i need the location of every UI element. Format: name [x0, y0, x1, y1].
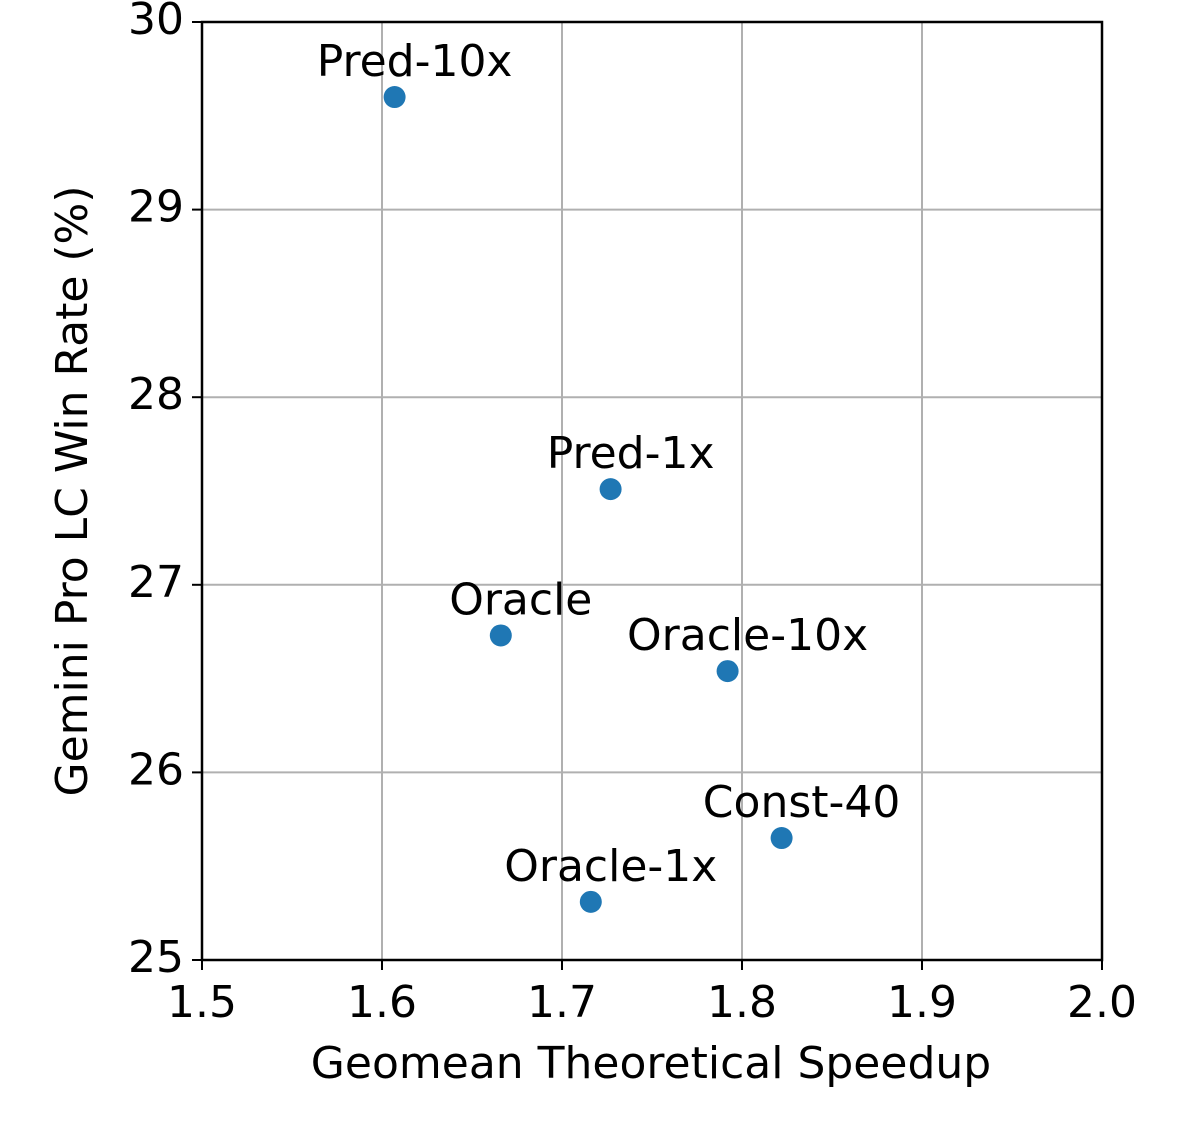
- y-tick-label: 28: [128, 369, 184, 420]
- point: [770, 827, 793, 850]
- point-label: Oracle-1x: [504, 841, 717, 892]
- x-axis-label: Geomean Theoretical Speedup: [311, 1038, 991, 1089]
- y-tick-label: 26: [128, 744, 184, 795]
- point-label: Pred-1x: [547, 428, 715, 479]
- x-tick-label: 1.7: [527, 977, 597, 1028]
- point-label: Oracle: [449, 574, 592, 625]
- y-tick-label: 29: [128, 182, 184, 233]
- y-tick-label: 27: [128, 557, 184, 608]
- point: [599, 478, 622, 501]
- x-tick-label: 1.8: [707, 977, 777, 1028]
- y-axis-label: Gemini Pro LC Win Rate (%): [47, 185, 98, 796]
- y-tick-label: 30: [128, 0, 184, 45]
- x-tick-label: 1.6: [347, 977, 417, 1028]
- point-label: Pred-10x: [317, 36, 513, 87]
- point: [716, 660, 739, 683]
- x-tick-label: 1.5: [167, 977, 237, 1028]
- x-tick-label: 2.0: [1067, 977, 1137, 1028]
- point-label: Const-40: [703, 777, 901, 828]
- point: [489, 624, 512, 647]
- point: [579, 890, 602, 913]
- point: [383, 86, 406, 109]
- y-tick-label: 25: [128, 932, 184, 983]
- plot-frame: [200, 20, 1104, 962]
- point-label: Oracle-10x: [627, 610, 868, 661]
- x-tick-label: 1.9: [887, 977, 957, 1028]
